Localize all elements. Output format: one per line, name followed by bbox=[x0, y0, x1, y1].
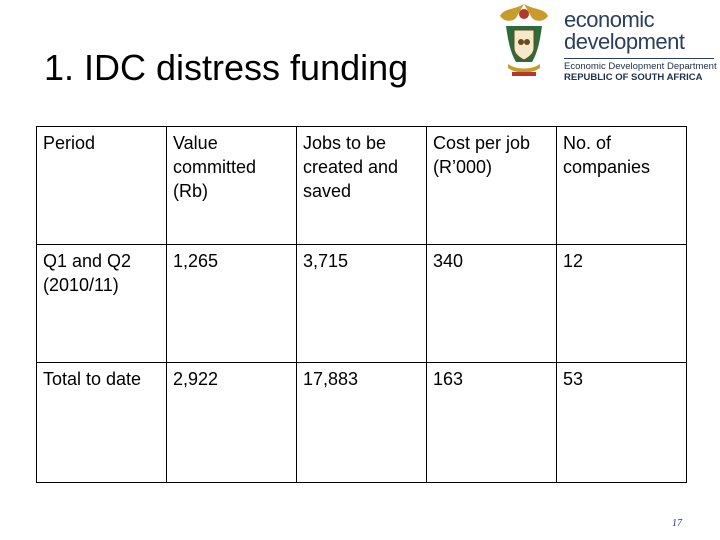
cell-period: Q1 and Q2 (2010/11) bbox=[36, 244, 167, 363]
logo-word-development: development bbox=[564, 29, 685, 54]
cell-value-committed: 2,922 bbox=[166, 362, 297, 483]
cell-period: Total to date bbox=[36, 362, 167, 483]
header-no-of-companies: No. of companies bbox=[556, 126, 687, 245]
header-cost-per-job: Cost per job (R’000) bbox=[426, 126, 557, 245]
cell-no-of-companies: 12 bbox=[556, 244, 687, 363]
table-row: Q1 and Q2 (2010/11) 1,265 3,715 340 12 bbox=[36, 244, 687, 363]
cell-cost-per-job: 340 bbox=[426, 244, 557, 363]
cell-jobs: 3,715 bbox=[296, 244, 427, 363]
header-period: Period bbox=[36, 126, 167, 245]
logo-department: Economic Development Department bbox=[564, 61, 717, 72]
cell-no-of-companies: 53 bbox=[556, 362, 687, 483]
economic-development-logo: economic development Economic Developmen… bbox=[494, 0, 720, 88]
slide-title: 1. IDC distress funding bbox=[44, 47, 409, 88]
cell-cost-per-job: 163 bbox=[426, 362, 557, 483]
funding-table: Period Value committed (Rb) Jobs to be c… bbox=[36, 126, 687, 483]
coat-of-arms-icon bbox=[500, 4, 548, 76]
header-value-committed: Value committed (Rb) bbox=[166, 126, 297, 245]
logo-divider bbox=[564, 58, 714, 59]
logo-word-economic: economic bbox=[564, 7, 655, 32]
table-header-row: Period Value committed (Rb) Jobs to be c… bbox=[36, 126, 687, 245]
page-number: 17 bbox=[672, 518, 682, 529]
header-jobs: Jobs to be created and saved bbox=[296, 126, 427, 245]
cell-jobs: 17,883 bbox=[296, 362, 427, 483]
table-row: Total to date 2,922 17,883 163 53 bbox=[36, 362, 687, 483]
cell-value-committed: 1,265 bbox=[166, 244, 297, 363]
logo-country: REPUBLIC OF SOUTH AFRICA bbox=[564, 72, 703, 83]
